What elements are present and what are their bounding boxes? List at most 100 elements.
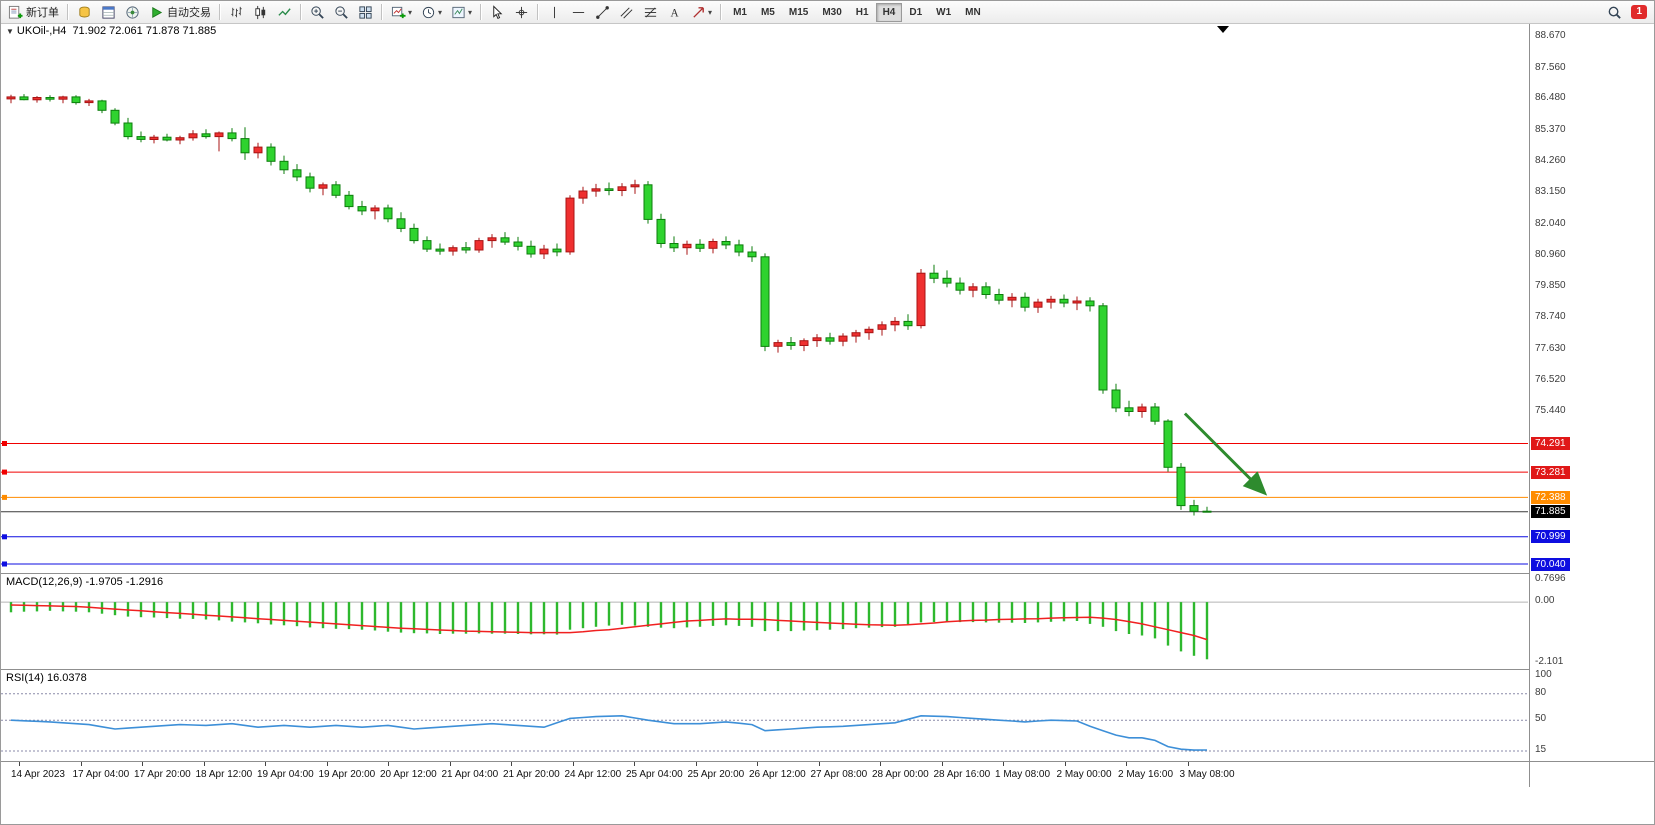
rsi-axis[interactable]: 100 80 50 15 — [1530, 669, 1654, 761]
rsi-label: RSI(14) — [6, 672, 44, 684]
line-handle[interactable] — [2, 469, 7, 475]
rsi-indicator-pane[interactable]: RSI(14) 16.0378 — [1, 669, 1529, 761]
time-axis-tick — [511, 762, 512, 766]
macd-axis-label: -2.101 — [1535, 656, 1564, 668]
time-axis-tick — [1126, 762, 1127, 766]
timeframe-button-m1[interactable]: M1 — [726, 3, 754, 22]
dropdown-caret-icon: ▾ — [438, 7, 443, 17]
data-window-button[interactable] — [97, 3, 120, 22]
tile-windows-button[interactable] — [354, 3, 377, 22]
macd-indicator-pane[interactable]: MACD(12,26,9) -1.9705 -1.2916 — [1, 573, 1529, 669]
rsi-title: RSI(14) 16.0378 — [6, 672, 87, 684]
time-axis-label: 25 Apr 04:00 — [626, 769, 683, 780]
timeframe-button-h1[interactable]: H1 — [849, 3, 876, 22]
candlestick-mode-button[interactable] — [249, 3, 272, 22]
time-axis-tick — [142, 762, 143, 766]
fibonacci-icon — [643, 5, 658, 20]
time-axis-tick — [757, 762, 758, 766]
timeframe-button-m5[interactable]: M5 — [754, 3, 782, 22]
text-tool-button[interactable]: A — [663, 3, 686, 22]
channel-tool-button[interactable] — [615, 3, 638, 22]
market-watch-button[interactable] — [73, 3, 96, 22]
line-chart-icon — [277, 5, 292, 20]
line-handle[interactable] — [2, 494, 7, 500]
toolbar-right-group: 1 — [1603, 3, 1651, 22]
crosshair-icon — [514, 5, 529, 20]
trendline-tool-button[interactable] — [591, 3, 614, 22]
chart-period-button[interactable]: ▾ — [417, 3, 446, 22]
market-watch-icon — [77, 5, 92, 20]
notification-badge[interactable]: 1 — [1631, 5, 1647, 19]
new-chart-button[interactable]: ▾ — [387, 3, 416, 22]
clock-icon — [421, 5, 436, 20]
price-line-label[interactable]: 71.885 — [1531, 505, 1570, 519]
rsi-axis-label: 50 — [1535, 713, 1547, 725]
timeframe-button-h4[interactable]: H4 — [875, 2, 903, 22]
timeframe-button-m30[interactable]: M30 — [815, 3, 848, 22]
timeframe-button-m15[interactable]: M15 — [782, 3, 815, 22]
tile-windows-icon — [358, 5, 373, 20]
time-axis[interactable]: 14 Apr 2023 17 Apr 04:00 17 Apr 20:00 18 Ap… — [1, 761, 1654, 787]
zoom-in-icon — [310, 5, 325, 20]
candlestick-icon — [253, 5, 268, 20]
timeframe-button-d1[interactable]: D1 — [902, 3, 929, 22]
rsi-axis-label: 80 — [1535, 686, 1547, 698]
price-axis[interactable]: 88.670 87.560 86.480 85.370 84.260 83.150 82.0… — [1530, 23, 1654, 573]
time-axis-tick — [203, 762, 205, 766]
chart-ohlc-readout: 71.902 72.061 71.878 71.885 — [72, 25, 217, 37]
chart-template-button[interactable]: ▾ — [447, 3, 476, 22]
collapse-arrow-icon[interactable]: ▼ — [6, 27, 14, 36]
price-axis-label: 88.670 — [1535, 30, 1566, 41]
text-tool-icon: A — [667, 5, 682, 20]
price-line-label[interactable]: 70.999 — [1531, 530, 1570, 544]
new-order-button[interactable]: 新订单 — [4, 3, 63, 22]
timeframe-toolbar: M1 M5 M15 M30 H1 H4 D1 W1 MN — [726, 2, 988, 22]
line-handle[interactable] — [2, 534, 7, 540]
crosshair-tool-button[interactable] — [510, 3, 533, 22]
time-axis-label: 28 Apr 16:00 — [933, 769, 991, 780]
line-handle[interactable] — [2, 441, 7, 446]
macd-axis[interactable]: 0.7696 0.00 -2.101 — [1530, 573, 1654, 669]
price-chart-pane[interactable]: ▼ UKOil-,H4 71.902 72.061 71.878 71.885 — [1, 23, 1529, 573]
cursor-icon — [490, 4, 505, 20]
time-axis-tick — [326, 762, 328, 766]
time-axis-tick — [1064, 762, 1066, 766]
time-axis-tick — [880, 762, 881, 766]
bar-chart-mode-button[interactable] — [225, 3, 248, 22]
zoom-in-button[interactable] — [306, 3, 329, 22]
toolbar-separator — [219, 4, 221, 20]
price-axis-label: 82.040 — [1535, 217, 1566, 229]
search-icon — [1607, 5, 1622, 20]
line-handle[interactable] — [2, 561, 7, 567]
cursor-tool-button[interactable] — [486, 3, 509, 22]
time-axis-label: 26 Apr 12:00 — [749, 769, 806, 780]
autotrading-button[interactable]: 自动交易 — [145, 3, 215, 22]
time-axis-label: 2 May 16:00 — [1118, 769, 1174, 780]
price-line-label[interactable]: 72.388 — [1531, 490, 1570, 504]
line-chart-mode-button[interactable] — [273, 3, 296, 22]
price-axis-label: 83.150 — [1535, 186, 1566, 198]
rsi-value: 16.0378 — [46, 672, 87, 684]
price-line-label[interactable]: 74.291 — [1531, 437, 1570, 450]
chart-shift-marker[interactable] — [1217, 26, 1229, 33]
navigator-button[interactable] — [121, 3, 144, 22]
time-axis-label: 14 Apr 2023 — [11, 769, 65, 780]
annotation-arrow[interactable] — [1183, 412, 1268, 496]
zoom-out-button[interactable] — [330, 3, 353, 22]
search-button[interactable] — [1603, 3, 1626, 22]
candlestick-series — [6, 94, 1212, 516]
price-line-label[interactable]: 70.040 — [1531, 557, 1570, 571]
rsi-canvas — [1, 693, 1528, 752]
rsi-line — [10, 714, 1208, 751]
macd-histogram — [9, 602, 1209, 660]
timeframe-button-w1[interactable]: W1 — [929, 3, 958, 22]
time-axis-tick — [1187, 762, 1189, 766]
vertical-line-tool-button[interactable] — [543, 3, 566, 22]
timeframe-button-mn[interactable]: MN — [958, 3, 988, 22]
fibonacci-tool-button[interactable] — [639, 3, 662, 22]
new-order-label: 新订单 — [26, 7, 59, 19]
chart-symbol-label: UKOil-,H4 — [16, 25, 67, 37]
horizontal-line-tool-button[interactable] — [567, 3, 590, 22]
price-line-label[interactable]: 73.281 — [1531, 465, 1570, 479]
arrows-tool-button[interactable]: ▾ — [687, 3, 716, 22]
